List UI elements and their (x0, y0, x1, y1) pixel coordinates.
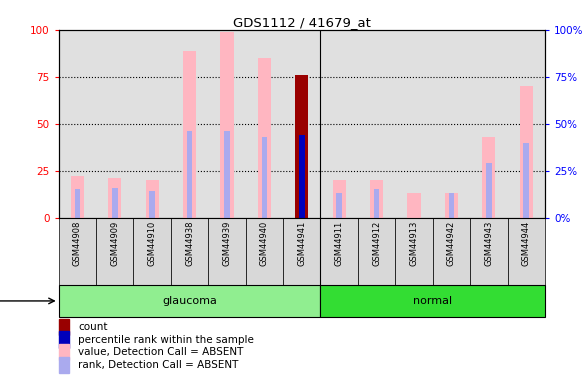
Bar (59, 344, 69, 360)
Bar (374, 189, 379, 217)
Text: GSM44944: GSM44944 (522, 221, 531, 266)
Bar (59, 319, 69, 335)
Bar (482, 137, 495, 218)
Text: percentile rank within the sample: percentile rank within the sample (78, 334, 254, 345)
Bar (370, 180, 383, 218)
Bar (396, 217, 432, 285)
Bar (470, 217, 507, 285)
Text: normal: normal (413, 296, 452, 306)
Bar (336, 193, 342, 217)
Bar (171, 217, 208, 285)
Bar (59, 30, 96, 217)
Bar (112, 188, 118, 218)
Bar (295, 75, 308, 217)
Bar (59, 285, 321, 317)
Bar (149, 191, 155, 217)
Bar (246, 30, 283, 217)
Text: rank, Detection Call = ABSENT: rank, Detection Call = ABSENT (78, 360, 239, 370)
Bar (208, 30, 246, 217)
Bar (283, 217, 321, 285)
Bar (321, 30, 358, 217)
Bar (396, 30, 432, 217)
Bar (208, 217, 246, 285)
Bar (246, 217, 283, 285)
Bar (258, 58, 271, 217)
Bar (333, 180, 346, 218)
Bar (520, 86, 533, 218)
Text: count: count (78, 322, 107, 332)
Bar (321, 285, 545, 317)
Bar (171, 30, 208, 217)
Text: GSM44941: GSM44941 (297, 221, 306, 266)
Bar (59, 217, 96, 285)
Bar (358, 217, 396, 285)
Bar (187, 131, 192, 218)
Bar (486, 163, 492, 218)
Text: GSM44910: GSM44910 (148, 221, 156, 266)
Text: value, Detection Call = ABSENT: value, Detection Call = ABSENT (78, 347, 243, 357)
Bar (96, 217, 134, 285)
Text: GSM44912: GSM44912 (372, 221, 381, 266)
Text: GSM44939: GSM44939 (223, 221, 231, 266)
Bar (224, 131, 230, 218)
Bar (145, 180, 159, 218)
Bar (261, 137, 267, 218)
Bar (321, 217, 358, 285)
Bar (283, 30, 321, 217)
Text: glaucoma: glaucoma (162, 296, 217, 306)
Bar (299, 135, 305, 218)
Text: GSM44913: GSM44913 (410, 221, 418, 266)
Bar (470, 30, 507, 217)
Bar (432, 30, 470, 217)
Bar (71, 176, 84, 218)
Text: GSM44942: GSM44942 (447, 221, 456, 266)
Bar (507, 217, 545, 285)
Text: GSM44943: GSM44943 (485, 221, 493, 266)
Bar (134, 30, 171, 217)
Text: GSM44908: GSM44908 (73, 221, 82, 266)
Bar (96, 30, 134, 217)
Bar (507, 30, 545, 217)
Bar (220, 32, 233, 217)
Bar (432, 217, 470, 285)
Text: GSM44940: GSM44940 (260, 221, 269, 266)
Bar (407, 193, 421, 217)
Bar (449, 193, 454, 217)
Bar (108, 178, 121, 218)
Bar (523, 142, 529, 218)
Text: GSM44909: GSM44909 (110, 221, 119, 266)
Text: GSM44938: GSM44938 (185, 221, 194, 266)
Bar (59, 332, 69, 348)
Bar (183, 51, 196, 217)
Bar (445, 193, 458, 217)
Bar (74, 189, 80, 217)
Bar (59, 357, 69, 373)
Text: GSM44911: GSM44911 (335, 221, 344, 266)
Title: GDS1112 / 41679_at: GDS1112 / 41679_at (233, 16, 371, 29)
Bar (134, 217, 171, 285)
Bar (358, 30, 396, 217)
